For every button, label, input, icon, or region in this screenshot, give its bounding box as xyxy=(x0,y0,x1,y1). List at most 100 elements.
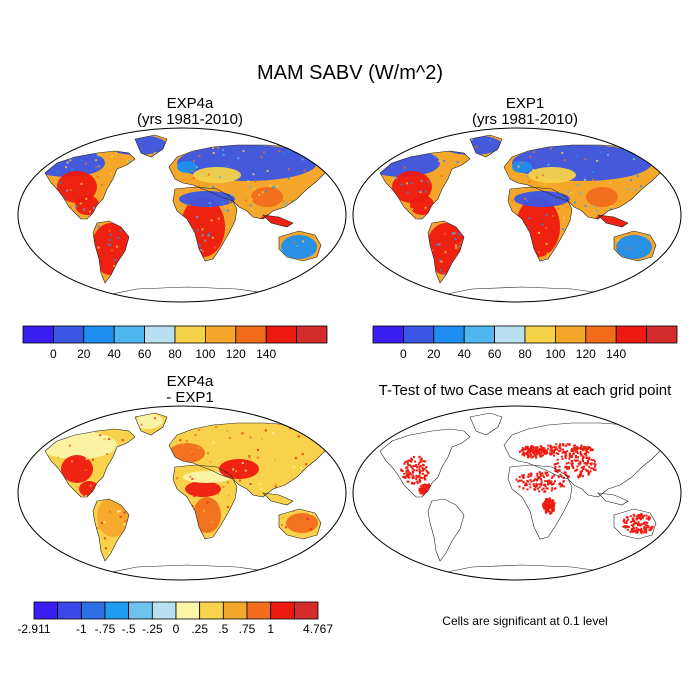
coastline-antarctica xyxy=(431,564,615,580)
colorbar-exp4a xyxy=(22,325,328,344)
coastline-samerica xyxy=(427,498,465,562)
colorbar-tick-label: 40 xyxy=(457,347,471,361)
colorbar-swatch xyxy=(33,601,59,620)
colorbar-tick-label: 0 xyxy=(400,347,407,361)
colorbar-swatch xyxy=(463,325,495,344)
colorbar-swatch xyxy=(585,325,617,344)
land-fill xyxy=(400,443,654,535)
coastline-greenland xyxy=(469,412,503,436)
significance-note: Cells are significant at 0.1 level xyxy=(442,614,608,628)
colorbar-swatch xyxy=(104,601,130,620)
coastline-eurasia xyxy=(168,144,330,220)
colorbar-swatch xyxy=(128,601,153,620)
coastline-eurasia xyxy=(503,144,665,220)
colorbar-exp4a-labels: 0 20 40 60 80 100 120 140 xyxy=(22,347,328,363)
panel-title-line2: (yrs 1981-2010) xyxy=(137,111,243,128)
colorbar-diff xyxy=(33,601,319,620)
colorbar-swatch xyxy=(204,325,237,344)
panel-title-line1: EXP4a xyxy=(166,95,214,112)
map-panel-exp1 xyxy=(352,127,682,303)
map-border xyxy=(17,405,347,581)
colorbar-swatch xyxy=(83,325,115,344)
coastline-africa xyxy=(172,464,238,540)
colorbar-swatch xyxy=(57,601,82,620)
colorbar-swatch xyxy=(433,325,465,344)
coastline-australia xyxy=(613,230,657,262)
coastline-indo xyxy=(597,214,629,228)
colorbar-swatch xyxy=(494,325,526,344)
coastline-samerica xyxy=(92,220,130,284)
colorbar-swatch xyxy=(372,325,404,344)
colorbar-swatch xyxy=(80,601,106,620)
panel-title-line2: (yrs 1981-2010) xyxy=(472,111,578,128)
coastline-indo xyxy=(262,214,294,228)
colorbar-tick-label: .25 xyxy=(191,622,208,636)
colorbar-tick-label: -.5 xyxy=(121,622,136,636)
colorbar-swatch xyxy=(615,325,647,344)
coastline-indo xyxy=(597,492,629,506)
colorbar-tick-label: 100 xyxy=(545,347,566,361)
coastline-australia xyxy=(278,508,322,540)
coastline-indo xyxy=(262,492,294,506)
map-panel-ttest xyxy=(352,405,682,581)
colorbar-swatch xyxy=(246,601,272,620)
colorbar-swatch xyxy=(52,325,85,344)
colorbar-swatch xyxy=(151,601,177,620)
colorbar-tick-label: 140 xyxy=(256,347,277,361)
colorbar-swatch xyxy=(554,325,587,344)
colorbar-tick-label: 120 xyxy=(575,347,596,361)
colorbar-swatch xyxy=(296,325,328,344)
colorbar-swatch xyxy=(174,325,206,344)
colorbar-tick-label: 20 xyxy=(427,347,441,361)
colorbar-tick-label: -.75 xyxy=(94,622,116,636)
coastline-eurasia xyxy=(503,422,665,498)
colorbar-swatch xyxy=(293,601,319,620)
colorbar-tick-label: -.25 xyxy=(141,622,163,636)
colorbar-tick-label: .5 xyxy=(218,622,229,636)
coastline-africa xyxy=(507,186,573,262)
colorbar-tick-label: 80 xyxy=(518,347,532,361)
colorbar-swatch xyxy=(270,601,295,620)
colorbar-swatch xyxy=(22,325,54,344)
panel-title-line1: EXP1 xyxy=(505,95,545,112)
colorbar-tick-label: -2.911 xyxy=(17,622,51,636)
colorbar-swatch xyxy=(144,325,176,344)
coastline-australia xyxy=(613,508,657,540)
coastline-greenland xyxy=(134,134,168,158)
colorbar-swatch xyxy=(524,325,556,344)
figure-title: MAM SABV (W/m^2) xyxy=(256,62,444,84)
panel-title-ttest: T-Test of two Case means at each grid po… xyxy=(378,382,672,399)
panel-title-exp1: EXP1 (yrs 1981-2010) xyxy=(375,96,675,128)
colorbar-tick-label: 0 xyxy=(50,347,57,361)
colorbar-tick-label: 60 xyxy=(487,347,502,361)
map-border xyxy=(17,127,347,303)
colorbar-swatch xyxy=(222,601,248,620)
colorbar-swatch xyxy=(199,601,224,620)
colorbar-tick-label: 100 xyxy=(195,347,216,361)
colorbar-tick-label: 140 xyxy=(606,347,627,361)
coastline-namerica xyxy=(44,150,136,220)
panel-title-line2: - EXP1 xyxy=(166,389,214,406)
colorbar-swatch xyxy=(646,325,678,344)
coastline-africa xyxy=(172,186,238,262)
colorbar-tick-label: 40 xyxy=(107,347,121,361)
coastline-greenland xyxy=(134,412,168,436)
coastline-australia xyxy=(278,230,322,262)
colorbar-tick-label: -1 xyxy=(75,622,87,636)
panel-title-line1: EXP4a xyxy=(166,373,214,390)
colorbar-swatch xyxy=(265,325,297,344)
panel-title-exp4a: EXP4a (yrs 1981-2010) xyxy=(40,96,340,128)
coastline-namerica xyxy=(379,150,471,220)
colorbar-swatch xyxy=(113,325,145,344)
coastline-africa xyxy=(507,464,573,540)
coastline-samerica xyxy=(427,220,465,284)
colorbar-swatch xyxy=(235,325,267,344)
colorbar-tick-label: 20 xyxy=(77,347,91,361)
map-border xyxy=(352,405,682,581)
colorbar-tick-label: 0 xyxy=(172,622,180,636)
map-border xyxy=(352,127,682,303)
panel-title-diff: EXP4a - EXP1 xyxy=(40,374,340,406)
coastline-namerica xyxy=(44,428,136,498)
map-panel-exp4a xyxy=(17,127,347,303)
colorbar-swatch xyxy=(402,325,435,344)
